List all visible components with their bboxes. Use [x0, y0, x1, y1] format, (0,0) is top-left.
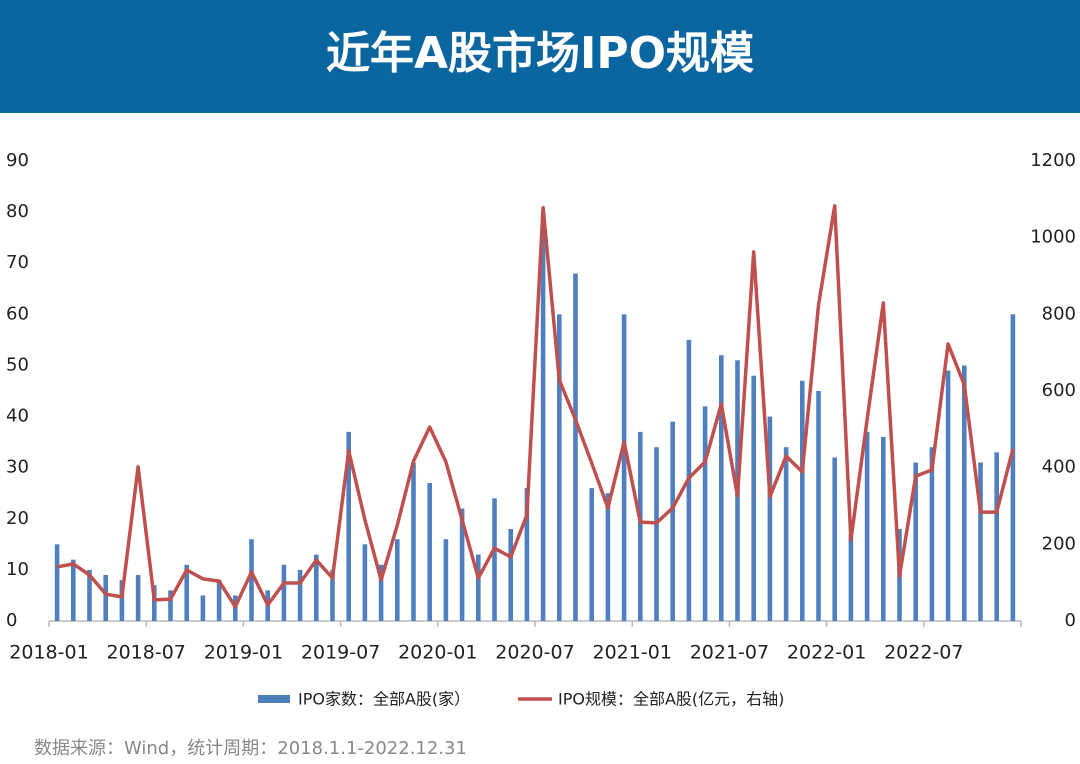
- bar: [119, 580, 125, 621]
- bar: [913, 462, 918, 621]
- y-tick-label: 90: [6, 150, 29, 171]
- bar: [330, 569, 335, 621]
- bar: [87, 569, 92, 621]
- bar: [184, 564, 189, 621]
- bar: [605, 493, 611, 621]
- bar: [978, 462, 983, 621]
- bar: [492, 498, 497, 621]
- x-tick-label: 2022-01: [787, 642, 866, 664]
- bar: [557, 314, 562, 621]
- bar: [459, 508, 465, 621]
- y-tick-label: 20: [6, 508, 29, 529]
- bar: [200, 595, 206, 621]
- bar: [962, 365, 967, 621]
- bar: [103, 575, 108, 621]
- bar: [767, 416, 773, 621]
- bar: [1010, 314, 1016, 621]
- bar: [395, 539, 400, 621]
- bar: [945, 370, 951, 621]
- header-band: [0, 0, 1080, 113]
- legend-label: IPO家数：全部A股(家）: [298, 690, 470, 709]
- line: [56, 204, 1015, 609]
- bar: [249, 539, 254, 621]
- bar: [152, 585, 157, 621]
- bar: [654, 447, 659, 621]
- bar: [281, 564, 287, 621]
- bar: [216, 580, 222, 621]
- bar: [71, 559, 76, 621]
- bar: [816, 391, 821, 621]
- bar: [881, 437, 886, 621]
- bar: [540, 212, 546, 621]
- x-tick-label: 2019-07: [301, 642, 380, 664]
- legend-label: IPO规模：全部A股(亿元，右轴): [558, 690, 784, 709]
- y-tick-label: 40: [6, 406, 29, 427]
- y2-tick-label: 800: [1042, 303, 1076, 324]
- bar: [994, 452, 999, 621]
- bar: [508, 529, 513, 621]
- y-tick-label: 30: [6, 457, 29, 478]
- x-tick-label: 2018-01: [9, 642, 88, 664]
- bar: [719, 355, 724, 621]
- bar: [168, 590, 173, 621]
- y-tick-label: 10: [6, 559, 29, 580]
- chart-title: 近年A股市场IPO规模: [326, 28, 754, 79]
- y2-tick-label: 600: [1042, 380, 1076, 401]
- bar: [702, 406, 708, 621]
- source-note: 数据来源：Wind，统计周期：2018.1.1-2022.12.31: [34, 738, 467, 759]
- bar: [832, 457, 837, 621]
- bar: [589, 488, 594, 621]
- y-tick-label: 0: [6, 610, 17, 631]
- bar: [135, 575, 141, 621]
- bar: [783, 447, 789, 621]
- y2-tick-label: 200: [1042, 533, 1076, 554]
- bar: [929, 447, 935, 621]
- bar: [573, 273, 578, 621]
- x-tick-label: 2018-07: [107, 642, 186, 664]
- legend-swatch: [258, 695, 290, 703]
- bar: [476, 554, 481, 621]
- bar: [864, 431, 870, 621]
- bar: [638, 431, 643, 621]
- x-tick-label: 2020-01: [398, 642, 477, 664]
- bar: [800, 380, 805, 621]
- y2-tick-label: 1000: [1030, 227, 1076, 248]
- y2-tick-label: 1200: [1030, 150, 1076, 171]
- y2-tick-label: 400: [1042, 457, 1076, 478]
- bar: [751, 375, 756, 621]
- bar: [378, 564, 384, 621]
- bar: [524, 488, 530, 621]
- x-tick-label: 2021-01: [593, 642, 672, 664]
- y-tick-label: 80: [6, 201, 29, 222]
- bar: [362, 544, 368, 621]
- bar: [427, 483, 432, 621]
- y2-tick-label: 0: [1065, 610, 1076, 631]
- x-tick-label: 2020-07: [495, 642, 574, 664]
- bar: [411, 462, 416, 621]
- bar: [670, 421, 675, 621]
- y-tick-label: 70: [6, 252, 29, 273]
- x-tick-label: 2022-07: [884, 642, 963, 664]
- x-tick-label: 2019-01: [204, 642, 283, 664]
- bar: [54, 544, 60, 621]
- bar: [621, 314, 627, 621]
- bar: [314, 554, 319, 621]
- x-tick-label: 2021-07: [690, 642, 769, 664]
- bar: [848, 534, 854, 621]
- bar: [443, 539, 449, 621]
- y-tick-label: 60: [6, 303, 29, 324]
- y-tick-label: 50: [6, 354, 29, 375]
- bar: [346, 431, 351, 621]
- bar: [297, 569, 303, 621]
